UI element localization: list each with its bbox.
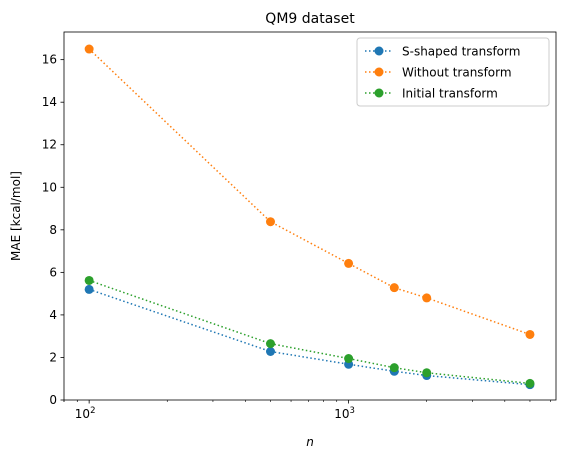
legend: S-shaped transform Without transform Initi…: [356, 37, 550, 107]
y-axis-label: MAE [kcal/mol]: [9, 171, 23, 261]
legend-item: Without transform: [365, 66, 512, 80]
y-tick-label: 16: [42, 53, 57, 67]
legend-marker: [374, 88, 384, 98]
y-tick-label: 6: [49, 265, 57, 279]
y-tick-label: 14: [42, 95, 57, 109]
y-axis-ticks: 0 2 4 6 8 10 12 14 16: [42, 53, 64, 407]
y-tick-label: 0: [49, 393, 57, 407]
plot-area: [63, 31, 557, 401]
data-point-without-transform: [525, 329, 535, 339]
legend-item: Initial transform: [365, 87, 498, 101]
series-line-without-transform: [88, 48, 531, 336]
legend-label: S-shaped transform: [402, 45, 520, 59]
x-axis-label: n: [306, 435, 314, 449]
y-tick-label: 2: [49, 350, 57, 364]
data-point-initial-transform: [84, 275, 94, 285]
chart-title: QM9 dataset: [265, 11, 355, 27]
data-point-without-transform: [344, 258, 354, 268]
series-layer: [84, 44, 535, 390]
legend-label: Initial transform: [402, 87, 498, 101]
series-line-s-shaped-transform: [88, 288, 531, 386]
y-tick-label: 4: [49, 308, 57, 322]
x-tick-exponent: 2: [90, 406, 95, 416]
x-tick-label: 103: [334, 406, 355, 421]
legend-marker: [374, 67, 384, 77]
legend-box: [356, 37, 550, 107]
data-point-without-transform: [422, 293, 432, 303]
series-line-initial-transform: [88, 279, 531, 385]
data-point-initial-transform: [265, 339, 275, 349]
axes-frame: [63, 31, 557, 401]
legend-label: Without transform: [402, 66, 512, 80]
data-point-s-shaped-transform: [84, 284, 94, 294]
y-tick-label: 10: [42, 180, 57, 194]
y-tick-label: 12: [42, 138, 57, 152]
x-tick-exponent: 3: [350, 406, 355, 416]
data-point-initial-transform: [422, 368, 432, 378]
y-tick-label: 8: [49, 223, 57, 237]
data-point-s-shaped-transform: [265, 347, 275, 357]
legend-item: S-shaped transform: [365, 45, 520, 59]
data-point-without-transform: [265, 217, 275, 227]
data-point-without-transform: [389, 283, 399, 293]
data-point-initial-transform: [344, 354, 354, 364]
data-point-initial-transform: [525, 378, 535, 388]
x-tick-label: 102: [75, 406, 96, 421]
data-point-without-transform: [84, 44, 94, 54]
data-point-initial-transform: [389, 363, 399, 373]
legend-marker: [374, 46, 384, 56]
x-axis-ticks: 102 103: [63, 400, 551, 421]
